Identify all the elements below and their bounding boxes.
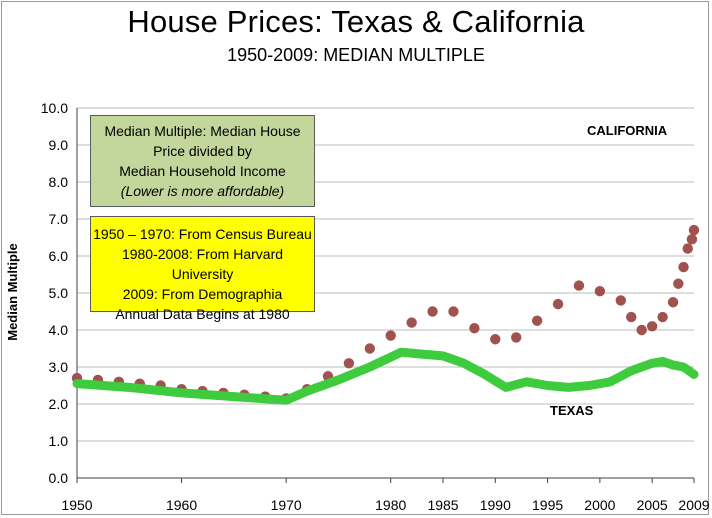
series-texas: [72, 347, 699, 405]
chart-subtitle: 1950-2009: MEDIAN MULTIPLE: [227, 45, 485, 65]
x-tick-label: 1990: [480, 497, 511, 513]
california-data-point: [511, 332, 522, 343]
california-data-point: [682, 243, 693, 254]
x-tick-label: 1995: [532, 497, 563, 513]
y-tick-label: 4.0: [49, 322, 69, 338]
california-data-point: [531, 315, 543, 326]
california-data-point: [657, 311, 668, 323]
x-tick-label: 2000: [584, 497, 615, 513]
california-data-point: [646, 321, 658, 332]
california-data-point: [490, 334, 501, 345]
x-tick-labels: 1950 1960 1970 1980 1985 1990 1995 2000 2005 2009: [61, 478, 710, 513]
california-data-point: [469, 322, 480, 334]
x-tick-label: 1980: [375, 497, 406, 513]
source-line: 1980-2008: From Harvard University: [121, 246, 284, 282]
source-line: 1950 – 1970: From Census Bureau: [93, 226, 312, 242]
california-data-point: [673, 278, 684, 289]
x-tick-label: 1970: [271, 497, 302, 513]
california-data-point: [667, 297, 679, 308]
y-tick-label: 5.0: [49, 285, 69, 301]
y-tick-label: 10.0: [41, 100, 68, 116]
california-data-point: [573, 280, 585, 291]
x-tick-label: 1960: [166, 497, 197, 513]
y-tick-labels: 0.0 1.0 2.0 3.0 4.0 5.0 6.0 7.0 8.0 9.0 10.0: [41, 100, 68, 486]
california-data-point: [678, 261, 689, 273]
y-tick-label: 2.0: [49, 396, 69, 412]
y-tick-label: 6.0: [49, 248, 69, 264]
california-data-point: [636, 324, 647, 336]
california-data-point: [552, 298, 564, 310]
texas-series-line: [72, 347, 699, 405]
definition-line: Price divided by: [153, 143, 252, 159]
california-data-point: [385, 330, 396, 341]
definition-line: (Lower is more affordable): [120, 183, 285, 199]
california-data-point: [343, 358, 355, 369]
california-data-point: [686, 234, 698, 245]
california-data-point: [364, 343, 376, 354]
y-tick-label: 1.0: [49, 433, 69, 449]
source-line: Annual Data Begins at 1980: [115, 306, 290, 322]
x-tick-label: 2009: [678, 497, 709, 513]
y-tick-label: 8.0: [49, 174, 69, 190]
y-axis-label: Median Multiple: [5, 243, 20, 341]
source-annotation-box: 1950 – 1970: From Census Bureau 1980-200…: [90, 216, 315, 322]
california-data-point: [594, 285, 606, 297]
y-tick-label: 0.0: [49, 470, 69, 486]
definition-annotation-box: Median Multiple: Median House Price divi…: [90, 115, 315, 207]
texas-series-label: TEXAS: [550, 403, 594, 418]
chart-title: House Prices: Texas & California: [127, 4, 585, 39]
definition-line: Median Household Income: [119, 163, 286, 179]
california-data-point: [688, 224, 700, 236]
x-tick-label: 1985: [427, 497, 458, 513]
x-tick-label: 1950: [61, 497, 92, 513]
california-data-point: [448, 306, 459, 317]
source-line: 2009: From Demographia: [122, 286, 283, 302]
y-tick-label: 7.0: [49, 211, 69, 227]
x-tick-label: 2005: [637, 497, 668, 513]
axes: [76, 108, 694, 479]
california-series-label: CALIFORNIA: [587, 123, 668, 138]
california-data-point: [626, 311, 637, 323]
y-tick-label: 9.0: [49, 137, 69, 153]
california-data-point: [427, 306, 438, 317]
california-data-point: [615, 295, 626, 306]
y-tick-label: 3.0: [49, 359, 69, 375]
definition-line: Median Multiple: Median House: [104, 123, 301, 139]
california-data-point: [406, 317, 417, 328]
